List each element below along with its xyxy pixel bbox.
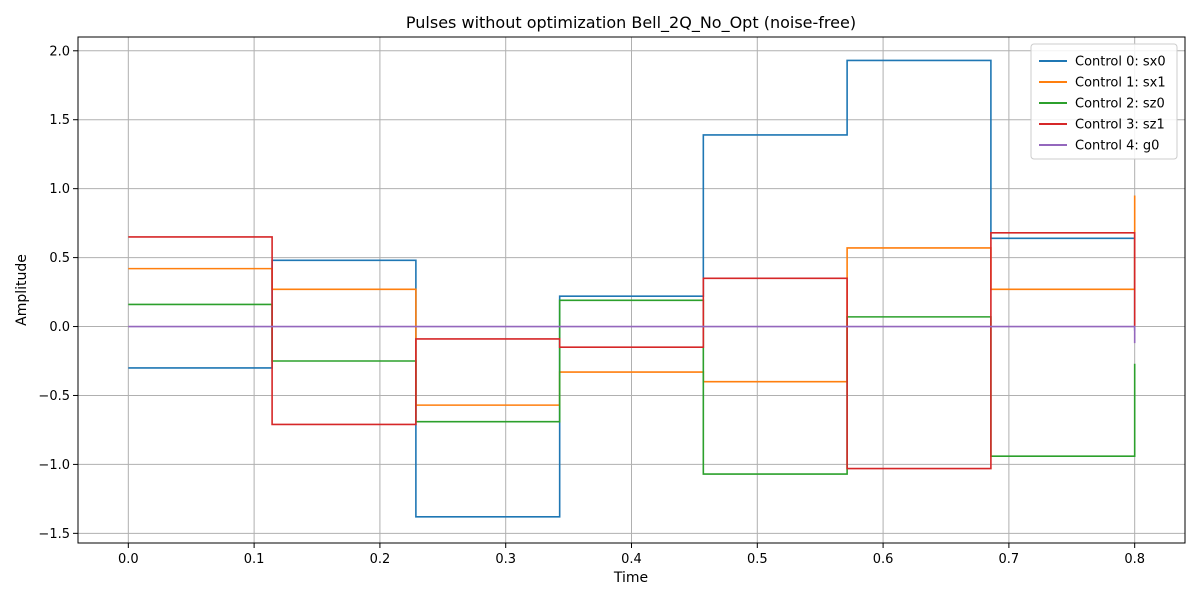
legend-label-3: Control 3: sz1 [1075, 118, 1165, 133]
legend-label-1: Control 1: sx1 [1075, 76, 1166, 91]
legend-label-0: Control 0: sx0 [1075, 55, 1166, 70]
legend: Control 0: sx0 Control 1: sx1 Control 2: s… [1030, 43, 1178, 160]
y-tick-label: 1.0 [49, 182, 70, 197]
legend-label-2: Control 2: sz0 [1075, 97, 1165, 112]
y-tick-label: 2.0 [49, 44, 70, 59]
legend-label-4: Control 4: g0 [1075, 139, 1159, 154]
series-line-4 [128, 325, 1136, 344]
y-axis-label: Amplitude [14, 254, 30, 326]
y-tick-label: −0.5 [38, 389, 70, 404]
x-tick-label: 0.7 [999, 552, 1020, 567]
y-axis: −1.5 −1.0 −0.5 0.0 0.5 1.0 1.5 2.0 [38, 44, 78, 542]
y-tick-label: 0.0 [49, 320, 70, 335]
x-axis: 0.0 0.1 0.2 0.3 0.4 0.5 0.6 0.7 0.8 [118, 543, 1145, 567]
y-tick-label: 1.5 [49, 113, 70, 128]
x-tick-label: 0.1 [244, 552, 265, 567]
series-line-3 [128, 231, 1136, 470]
x-tick-label: 0.0 [118, 552, 139, 567]
y-tick-label: −1.5 [38, 527, 70, 542]
x-tick-label: 0.3 [495, 552, 516, 567]
y-tick-label: −1.0 [38, 458, 70, 473]
x-tick-label: 0.5 [747, 552, 768, 567]
x-axis-label: Time [613, 570, 648, 586]
y-tick-label: 0.5 [49, 251, 70, 266]
x-tick-label: 0.4 [621, 552, 642, 567]
chart-title: Pulses without optimization Bell_2Q_No_O… [406, 13, 856, 33]
x-tick-label: 0.8 [1124, 552, 1145, 567]
x-tick-label: 0.2 [370, 552, 391, 567]
legend-box [1030, 43, 1178, 160]
x-tick-label: 0.6 [873, 552, 894, 567]
series-layer [128, 59, 1136, 518]
